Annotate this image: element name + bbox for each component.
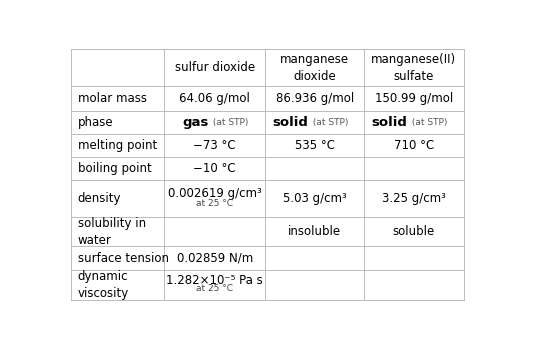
Text: surface tension: surface tension — [78, 252, 169, 265]
Text: 1.282×10⁻⁵ Pa s: 1.282×10⁻⁵ Pa s — [167, 274, 263, 288]
Text: (at STP): (at STP) — [410, 118, 448, 127]
Text: 86.936 g/mol: 86.936 g/mol — [276, 92, 354, 105]
Text: phase: phase — [78, 116, 113, 129]
Text: insoluble: insoluble — [288, 225, 341, 238]
Text: 3.25 g/cm³: 3.25 g/cm³ — [382, 192, 446, 205]
Text: 64.06 g/mol: 64.06 g/mol — [179, 92, 250, 105]
Text: boiling point: boiling point — [78, 162, 151, 175]
Text: (at STP): (at STP) — [310, 118, 348, 127]
Text: molar mass: molar mass — [78, 92, 146, 105]
Text: at 25 °C: at 25 °C — [196, 284, 233, 293]
Text: 0.02859 N/m: 0.02859 N/m — [176, 252, 253, 265]
Text: 535 °C: 535 °C — [295, 139, 335, 152]
Text: solid: solid — [372, 116, 408, 129]
Text: 710 °C: 710 °C — [394, 139, 434, 152]
Text: solubility in
water: solubility in water — [78, 217, 146, 247]
Text: at 25 °C: at 25 °C — [196, 199, 233, 208]
Text: manganese(II)
sulfate: manganese(II) sulfate — [371, 53, 456, 82]
Text: manganese
dioxide: manganese dioxide — [280, 53, 349, 82]
Text: 0.002619 g/cm³: 0.002619 g/cm³ — [168, 188, 262, 201]
Text: dynamic
viscosity: dynamic viscosity — [78, 270, 129, 300]
Text: density: density — [78, 192, 121, 205]
Text: melting point: melting point — [78, 139, 157, 152]
Text: solid: solid — [272, 116, 308, 129]
Text: gas: gas — [182, 116, 209, 129]
Text: sulfur dioxide: sulfur dioxide — [175, 61, 255, 74]
Text: soluble: soluble — [393, 225, 435, 238]
Text: −73 °C: −73 °C — [193, 139, 236, 152]
Text: (at STP): (at STP) — [210, 118, 248, 127]
Text: 5.03 g/cm³: 5.03 g/cm³ — [283, 192, 347, 205]
Text: −10 °C: −10 °C — [193, 162, 236, 175]
Text: 150.99 g/mol: 150.99 g/mol — [375, 92, 453, 105]
